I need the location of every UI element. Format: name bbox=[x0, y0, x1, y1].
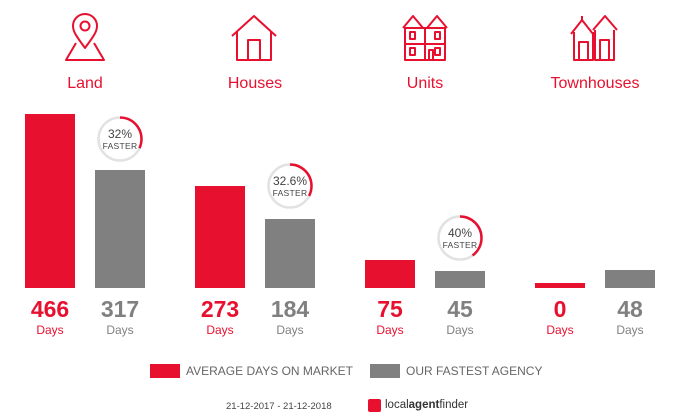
category-label-townhouses: Townhouses bbox=[550, 75, 640, 92]
value-label-units-agency: 45 bbox=[447, 296, 473, 322]
value-label-townhouses-agency: 48 bbox=[617, 296, 643, 322]
value-label-land-average: 466 bbox=[30, 296, 70, 322]
category-label-houses: Houses bbox=[227, 75, 283, 92]
badge-label: FASTER bbox=[102, 141, 138, 151]
legend-label-average: AVERAGE DAYS ON MARKET bbox=[186, 364, 353, 378]
value-label-townhouses-average: 0 bbox=[553, 296, 567, 322]
legend-label-agency: OUR FASTEST AGENCY bbox=[406, 364, 543, 378]
bar-land-average bbox=[25, 114, 75, 288]
townhouse-icon bbox=[570, 15, 618, 61]
category-label-units: Units bbox=[406, 75, 444, 92]
date-range: 21-12-2017 - 21-12-2018 bbox=[226, 401, 332, 412]
badge-label: FASTER bbox=[442, 240, 478, 250]
value-label-units-average: 75 bbox=[377, 296, 403, 322]
bar-townhouses-average bbox=[535, 283, 585, 288]
brand-logo: localagentfinder bbox=[368, 398, 518, 414]
faster-badge-units: 40% FASTER bbox=[436, 214, 484, 262]
badge-value: 40% bbox=[447, 226, 473, 240]
location-pin-map-icon bbox=[65, 13, 105, 61]
bar-land-agency bbox=[95, 170, 145, 288]
legend-swatch-agency bbox=[370, 364, 400, 378]
days-label: Days bbox=[36, 323, 64, 337]
badge-value: 32.6% bbox=[272, 174, 308, 188]
faster-badge-houses: 32.6% FASTER bbox=[266, 162, 314, 210]
progress-ring bbox=[267, 163, 313, 209]
progress-ring bbox=[437, 215, 483, 261]
apartment-building-icon bbox=[402, 15, 448, 61]
days-label: Days bbox=[276, 323, 304, 337]
progress-ring bbox=[97, 116, 143, 162]
legend-swatch-average bbox=[150, 364, 180, 378]
brand-icon bbox=[368, 399, 381, 412]
house-icon bbox=[231, 15, 277, 61]
days-label: Days bbox=[106, 323, 134, 337]
value-label-houses-agency: 184 bbox=[270, 296, 310, 322]
category-label-land: Land bbox=[67, 75, 103, 92]
bar-houses-agency bbox=[265, 219, 315, 288]
brand-name: localagentfinder bbox=[385, 399, 469, 411]
badge-value: 32% bbox=[107, 127, 133, 141]
badge-label: FASTER bbox=[272, 188, 308, 198]
days-label: Days bbox=[376, 323, 404, 337]
bar-units-agency bbox=[435, 271, 485, 288]
bar-townhouses-agency bbox=[605, 270, 655, 288]
days-label: Days bbox=[446, 323, 474, 337]
days-label: Days bbox=[206, 323, 234, 337]
bar-houses-average bbox=[195, 186, 245, 288]
value-label-land-agency: 317 bbox=[100, 296, 140, 322]
days-label: Days bbox=[616, 323, 644, 337]
bar-units-average bbox=[365, 260, 415, 288]
faster-badge-land: 32% FASTER bbox=[96, 115, 144, 163]
days-label: Days bbox=[546, 323, 574, 337]
value-label-houses-average: 273 bbox=[200, 296, 240, 322]
